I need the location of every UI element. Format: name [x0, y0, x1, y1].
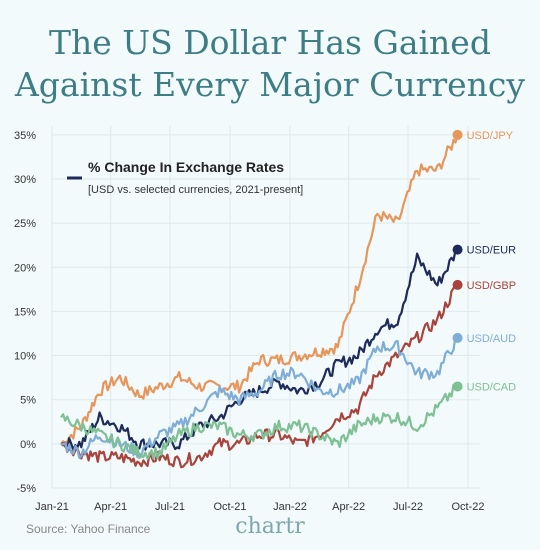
series-label-usd-cad: USD/CAD [467, 381, 517, 393]
x-tick-label: Jul-21 [155, 501, 185, 513]
series-end-marker [452, 129, 463, 140]
series-label-usd-jpy: USD/JPY [467, 130, 514, 142]
page-title: The US Dollar Has Gained Against Every M… [0, 22, 540, 106]
series-end-marker [452, 244, 463, 255]
x-tick-label: Jul-22 [393, 501, 423, 513]
series-line-usd-eur [60, 248, 458, 451]
series-label-usd-aud: USD/AUD [467, 333, 517, 345]
chart-subtitle: [USD vs. selected currencies, 2021-prese… [88, 184, 303, 196]
y-tick-label: 15% [14, 306, 36, 318]
y-tick-label: 35% [14, 130, 36, 142]
series-end-marker [452, 332, 463, 343]
series-label-usd-eur: USD/EUR [467, 245, 517, 257]
x-tick-label: Apr-21 [94, 501, 127, 513]
y-tick-label: 0% [20, 439, 36, 451]
series-end-marker [452, 279, 463, 290]
series-line-usd-cad [60, 383, 459, 460]
series-line-usd-jpy [60, 134, 459, 447]
series-label-usd-gbp: USD/GBP [467, 280, 517, 292]
source-note: Source: Yahoo Finance [26, 522, 151, 536]
title-line-2: Against Every Major Currency [14, 65, 526, 104]
x-tick-label: Oct-21 [213, 501, 246, 513]
y-tick-label: 5% [20, 395, 36, 407]
y-tick-label: 10% [14, 351, 36, 363]
title-line-1: The US Dollar Has Gained [49, 23, 491, 62]
y-tick-label: 30% [14, 174, 36, 186]
x-tick-label: Apr-22 [332, 501, 365, 513]
brand-logo: chartr [235, 514, 305, 539]
y-tick-label: 25% [14, 218, 36, 230]
chart-title: % Change In Exchange Rates [88, 159, 284, 175]
x-tick-label: Jan-22 [273, 501, 307, 513]
y-tick-label: -5% [16, 483, 36, 495]
series-end-marker [452, 381, 463, 392]
series-line-usd-gbp [60, 283, 458, 469]
x-tick-label: Jan-21 [35, 501, 69, 513]
x-tick-label: Oct-22 [451, 501, 484, 513]
y-tick-label: 20% [14, 262, 36, 274]
